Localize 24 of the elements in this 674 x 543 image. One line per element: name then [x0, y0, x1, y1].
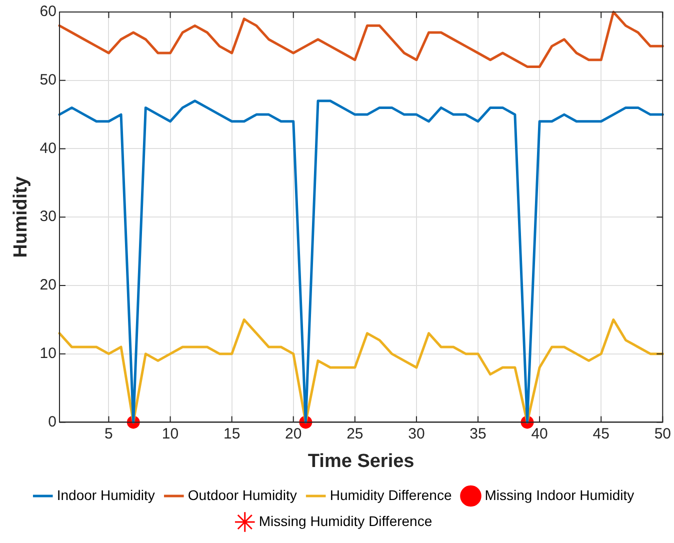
x-tick-label: 10 — [162, 425, 179, 442]
legend-label: Missing Indoor Humidity — [484, 486, 634, 503]
y-tick-label: 50 — [40, 72, 56, 89]
legend-label: Humidity Difference — [330, 486, 452, 503]
y-tick-label: 60 — [40, 3, 56, 20]
y-tick-label: 0 — [48, 413, 56, 430]
x-tick-label: 20 — [285, 425, 302, 442]
x-tick-label: 25 — [346, 425, 364, 442]
y-tick-label: 20 — [40, 276, 56, 294]
x-tick-label: 45 — [592, 425, 610, 442]
legend-label: Missing Humidity Difference — [258, 512, 432, 529]
x-axis-title: Time Series — [308, 450, 414, 472]
legend-label: Outdoor Humidity — [188, 486, 297, 503]
y-tick-label: 40 — [40, 140, 56, 157]
y-axis-title: Humidity — [10, 176, 32, 258]
x-tick-label: 50 — [654, 425, 671, 442]
x-tick-label: 5 — [104, 425, 113, 442]
y-tick-label: 30 — [40, 208, 56, 226]
legend-label: Indoor Humidity — [56, 486, 155, 503]
y-tick-label: 10 — [40, 344, 56, 362]
x-tick-label: 35 — [470, 425, 486, 442]
x-tick-label: 15 — [223, 425, 240, 442]
x-tick-label: 30 — [408, 425, 425, 442]
x-tick-label: 40 — [531, 425, 548, 442]
